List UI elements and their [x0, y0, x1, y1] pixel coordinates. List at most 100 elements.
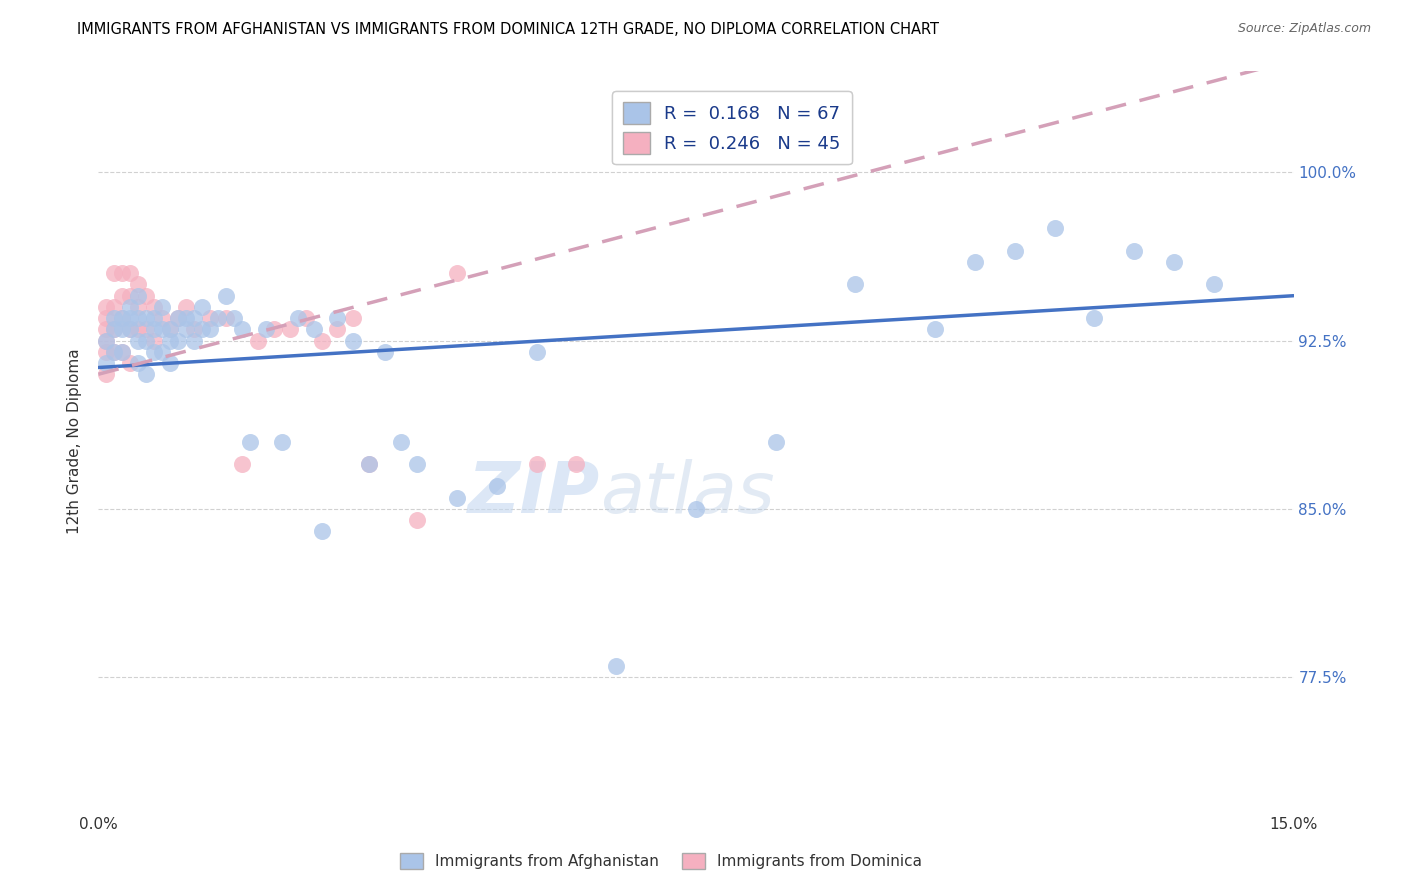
Point [111, 311, 134, 326]
Point [111, 322, 134, 336]
Point [446, 491, 468, 505]
Point [311, 334, 333, 348]
Point [120, 311, 142, 326]
Point [765, 434, 787, 449]
Point [96, 368, 118, 382]
Point [167, 311, 190, 326]
Point [254, 322, 277, 336]
Point [120, 356, 142, 370]
Point [127, 322, 149, 336]
Point [120, 300, 142, 314]
Point [127, 300, 149, 314]
Point [103, 344, 125, 359]
Point [150, 300, 173, 314]
Point [1202, 277, 1225, 292]
Point [685, 501, 707, 516]
Point [565, 457, 588, 471]
Point [374, 344, 396, 359]
Point [263, 322, 285, 336]
Point [96, 300, 118, 314]
Point [103, 344, 125, 359]
Point [150, 344, 173, 359]
Point [389, 434, 412, 449]
Point [174, 311, 197, 326]
Point [103, 266, 125, 280]
Point [270, 434, 292, 449]
Point [96, 356, 118, 370]
Point [342, 334, 364, 348]
Point [183, 311, 205, 326]
Point [167, 334, 190, 348]
Point [183, 322, 205, 336]
Point [287, 311, 309, 326]
Point [159, 356, 181, 370]
Point [150, 322, 173, 336]
Point [294, 311, 316, 326]
Point [198, 311, 221, 326]
Point [167, 311, 190, 326]
Point [174, 300, 197, 314]
Point [159, 334, 181, 348]
Point [963, 255, 986, 269]
Point [1083, 311, 1105, 326]
Point [215, 289, 238, 303]
Point [96, 344, 118, 359]
Point [143, 334, 166, 348]
Point [231, 457, 253, 471]
Point [127, 356, 149, 370]
Point [143, 311, 166, 326]
Point [446, 266, 468, 280]
Point [103, 300, 125, 314]
Point [127, 334, 149, 348]
Legend: Immigrants from Afghanistan, Immigrants from Dominica: Immigrants from Afghanistan, Immigrants … [394, 847, 928, 875]
Point [135, 322, 157, 336]
Point [605, 659, 627, 673]
Point [111, 311, 134, 326]
Point [120, 322, 142, 336]
Point [103, 322, 125, 336]
Point [1043, 221, 1066, 235]
Point [246, 334, 269, 348]
Point [526, 457, 548, 471]
Point [111, 344, 134, 359]
Point [111, 344, 134, 359]
Point [191, 300, 214, 314]
Point [120, 322, 142, 336]
Text: IMMIGRANTS FROM AFGHANISTAN VS IMMIGRANTS FROM DOMINICA 12TH GRADE, NO DIPLOMA C: IMMIGRANTS FROM AFGHANISTAN VS IMMIGRANT… [77, 22, 939, 37]
Point [359, 457, 381, 471]
Point [96, 334, 118, 348]
Point [222, 311, 245, 326]
Text: atlas: atlas [600, 458, 775, 528]
Point [1123, 244, 1146, 258]
Point [526, 344, 548, 359]
Point [924, 322, 946, 336]
Point [326, 322, 349, 336]
Point [143, 322, 166, 336]
Point [135, 368, 157, 382]
Point [96, 322, 118, 336]
Point [127, 311, 149, 326]
Point [191, 322, 214, 336]
Text: Source: ZipAtlas.com: Source: ZipAtlas.com [1237, 22, 1371, 36]
Legend: R =  0.168   N = 67, R =  0.246   N = 45: R = 0.168 N = 67, R = 0.246 N = 45 [612, 92, 852, 164]
Point [844, 277, 866, 292]
Point [215, 311, 238, 326]
Point [135, 334, 157, 348]
Y-axis label: 12th Grade, No Diploma: 12th Grade, No Diploma [67, 349, 83, 534]
Point [406, 513, 429, 527]
Point [207, 311, 229, 326]
Point [135, 311, 157, 326]
Point [342, 311, 364, 326]
Point [239, 434, 262, 449]
Point [120, 266, 142, 280]
Point [302, 322, 325, 336]
Point [311, 524, 333, 539]
Point [231, 322, 253, 336]
Point [96, 334, 118, 348]
Point [150, 311, 173, 326]
Point [127, 289, 149, 303]
Point [120, 289, 142, 303]
Point [159, 322, 181, 336]
Point [1163, 255, 1185, 269]
Point [111, 289, 134, 303]
